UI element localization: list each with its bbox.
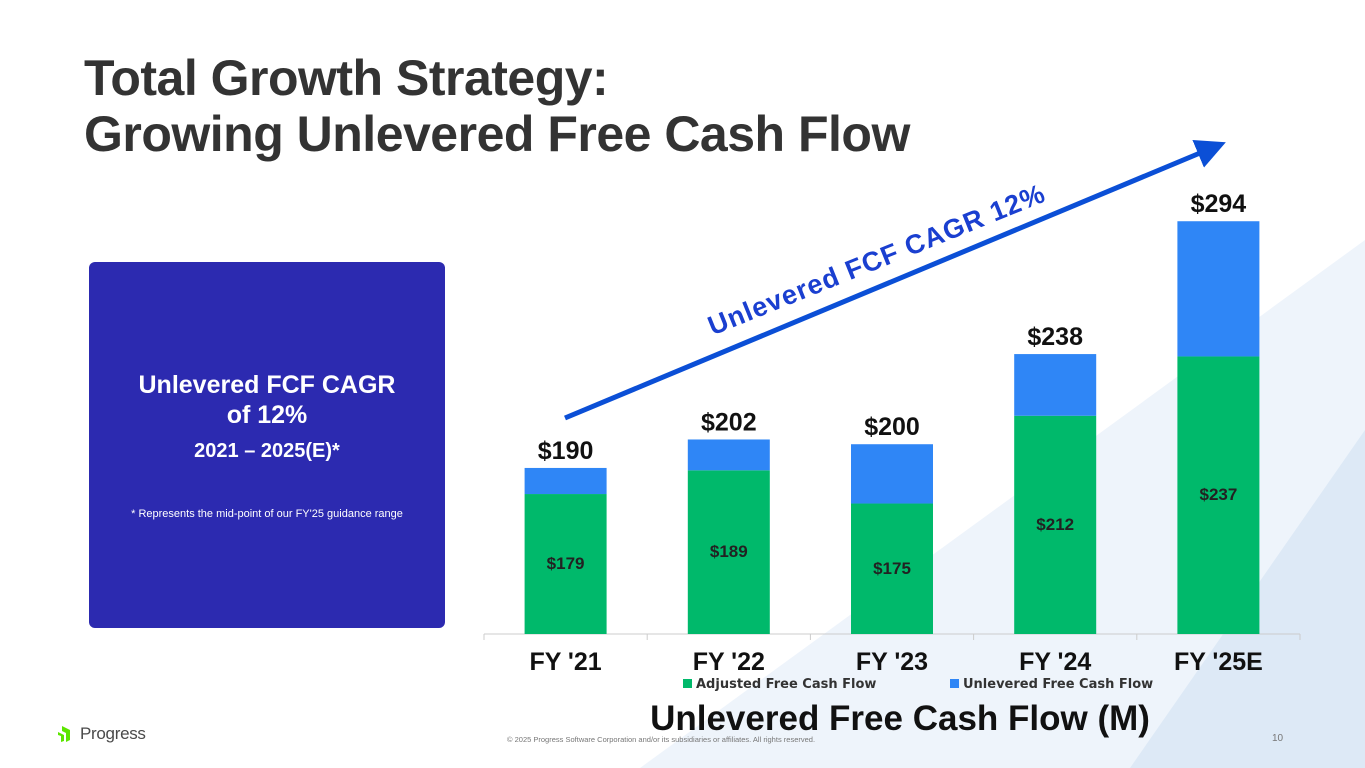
bar-unlevered-fcf [687,439,770,471]
x-tick-label: FY '22 [693,648,765,676]
x-tick-label: FY '23 [856,648,928,676]
page-title: Total Growth Strategy: Growing Unlevered… [84,50,910,162]
callout-headline: Unlevered FCF CAGR of 12% [89,370,445,430]
page-number: 10 [1272,733,1284,744]
callout-headline-2: of 12% [226,401,308,429]
title-line-1: Total Growth Strategy: [84,50,609,106]
x-tick-label: FY '21 [529,648,601,676]
progress-logo: Progress [56,724,146,744]
x-tick-label: FY '24 [1019,648,1091,676]
data-label-total: $202 [701,408,757,436]
data-label-total: $294 [1191,190,1247,218]
callout-period: 2021 – 2025(E)* [194,440,340,462]
data-label-adjusted: $189 [710,542,748,561]
progress-logo-icon [58,726,70,742]
legend-label: Unlevered Free Cash Flow [963,677,1153,692]
bar-unlevered-fcf [1014,354,1097,416]
bar-unlevered-fcf [1177,221,1260,357]
legend-swatch [683,679,692,688]
cagr-callout: Unlevered FCF CAGR of 12% 2021 – 2025(E)… [89,262,445,628]
data-label-adjusted: $175 [873,559,911,578]
title-line-2: Growing Unlevered Free Cash Flow [84,106,910,162]
bar-adjusted-fcf [1177,356,1260,634]
copyright: © 2025 Progress Software Corporation and… [507,735,816,744]
data-label-adjusted: $179 [547,554,585,573]
legend-swatch [950,679,959,688]
chart-title: Unlevered Free Cash Flow (M) [650,699,1150,738]
callout-footnote: * Represents the mid-point of our FY'25 … [131,508,403,520]
data-label-total: $190 [538,437,594,465]
logo-text: Progress [80,724,146,743]
data-label-total: $200 [864,413,920,441]
data-label-adjusted: $212 [1036,515,1074,534]
x-tick-label: FY '25E [1174,648,1263,676]
data-label-total: $238 [1027,323,1083,351]
bar-unlevered-fcf [851,444,933,504]
bar-adjusted-fcf [687,470,770,634]
callout-headline-1: Unlevered FCF CAGR [138,371,396,399]
bar-adjusted-fcf [524,494,607,634]
bar-adjusted-fcf [851,503,933,634]
data-label-adjusted: $237 [1199,485,1237,504]
cagr-trend-arrow [564,139,1226,421]
bar-unlevered-fcf [524,467,607,495]
legend-label: Adjusted Free Cash Flow [696,677,876,692]
bar-adjusted-fcf [1014,415,1097,634]
cagr-arrow-label: Unlevered FCF CAGR 12% [704,178,1050,341]
